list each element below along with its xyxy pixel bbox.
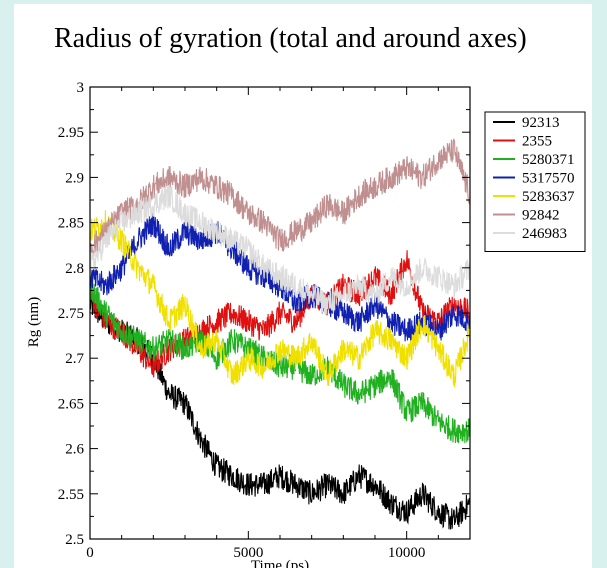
y-tick-label: 2.65 bbox=[58, 396, 84, 412]
y-tick-label: 2.85 bbox=[58, 216, 84, 232]
legend-label-92842: 92842 bbox=[522, 208, 560, 224]
legend-label-5283637: 5283637 bbox=[522, 189, 575, 205]
x-tick-label: 10000 bbox=[388, 545, 426, 561]
y-tick-label: 3 bbox=[77, 80, 85, 96]
y-tick-label: 2.5 bbox=[65, 532, 84, 548]
chart-svg: Radius of gyration (total and around axe… bbox=[26, 23, 586, 568]
series-line-5283637 bbox=[89, 210, 471, 388]
series-line-92842 bbox=[89, 138, 471, 258]
legend-label-92313: 92313 bbox=[522, 115, 560, 131]
legend-label-5317570: 5317570 bbox=[522, 171, 575, 187]
x-tick-label: 5000 bbox=[233, 545, 263, 561]
series-line-246983 bbox=[89, 184, 471, 316]
series-line-5317570 bbox=[89, 212, 471, 342]
legend-label-5280371: 5280371 bbox=[522, 152, 575, 168]
x-tick-label: 0 bbox=[86, 545, 94, 561]
y-tick-label: 2.8 bbox=[65, 261, 84, 277]
legend-label-246983: 246983 bbox=[522, 226, 567, 242]
legend: 92313 2355 5280371 5317570 5283637 92842 24698… bbox=[484, 111, 586, 252]
y-tick-label: 2.6 bbox=[65, 442, 84, 458]
y-tick-label: 2.95 bbox=[58, 125, 84, 141]
legend-label-2355: 2355 bbox=[522, 134, 552, 150]
y-tick-label: 2.55 bbox=[58, 487, 84, 503]
y-tick-label: 2.9 bbox=[65, 170, 84, 186]
y-tick-label: 2.75 bbox=[58, 306, 84, 322]
y-tick-label: 2.7 bbox=[65, 351, 84, 367]
y-axis-label: Rg (nm) bbox=[26, 297, 42, 347]
chart-panel: Radius of gyration (total and around axe… bbox=[14, 4, 592, 568]
x-axis-label: Time (ps) bbox=[251, 558, 309, 568]
plot-area: 2.5 2.55 2.6 2.65 2.7 2.75 2.8 2.85 2.9 2.95 3 0 500… bbox=[58, 80, 471, 568]
chart-title: Radius of gyration (total and around axe… bbox=[54, 23, 527, 54]
legend-box bbox=[484, 111, 586, 252]
